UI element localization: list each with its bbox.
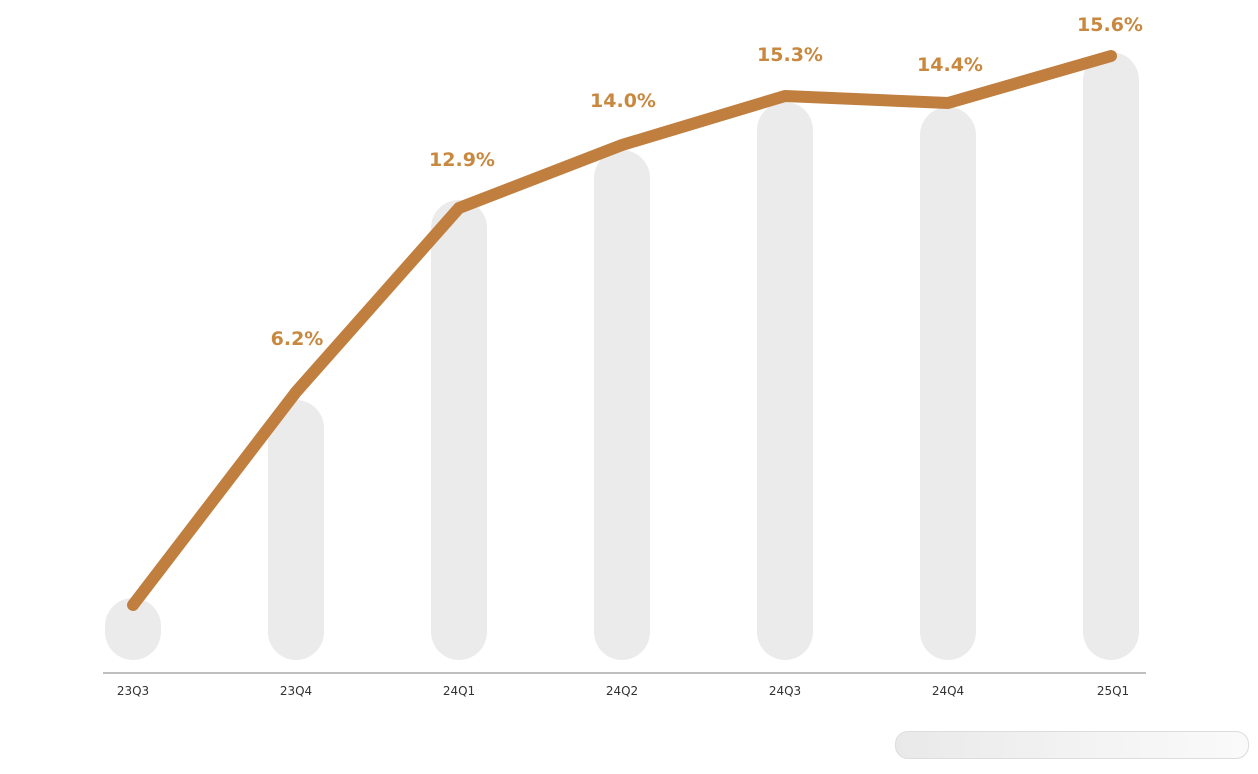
data-label-24q2: 14.0% xyxy=(590,90,656,112)
bar-24q2 xyxy=(594,150,650,660)
tick-label-23q4: 23Q4 xyxy=(280,684,312,698)
data-labels: 6.2% 12.9% 14.0% 15.3% 14.4% 15.6% xyxy=(271,14,1143,350)
data-label-25q1: 15.6% xyxy=(1077,14,1143,36)
tick-label-24q3: 24Q3 xyxy=(769,684,801,698)
tick-label-24q1: 24Q1 xyxy=(443,684,475,698)
data-label-23q4: 6.2% xyxy=(271,328,324,350)
data-label-24q3: 15.3% xyxy=(757,44,823,66)
x-tick-labels: 23Q3 23Q4 24Q1 24Q2 24Q3 24Q4 25Q1 xyxy=(117,684,1129,698)
bar-23q4 xyxy=(268,400,324,660)
tick-label-23q3: 23Q3 xyxy=(117,684,149,698)
data-label-24q4: 14.4% xyxy=(917,54,983,76)
background-bars xyxy=(105,52,1139,660)
tick-label-25q1: 25Q1 xyxy=(1097,684,1129,698)
tick-label-24q2: 24Q2 xyxy=(606,684,638,698)
tick-label-24q4: 24Q4 xyxy=(932,684,964,698)
bar-25q1 xyxy=(1083,52,1139,660)
bar-24q3 xyxy=(757,102,813,660)
series-line xyxy=(127,50,1117,611)
bar-24q1 xyxy=(431,200,487,660)
data-label-24q1: 12.9% xyxy=(429,149,495,171)
watermark-bar xyxy=(895,731,1249,759)
bar-23q3 xyxy=(105,598,161,660)
bar-24q4 xyxy=(920,107,976,660)
